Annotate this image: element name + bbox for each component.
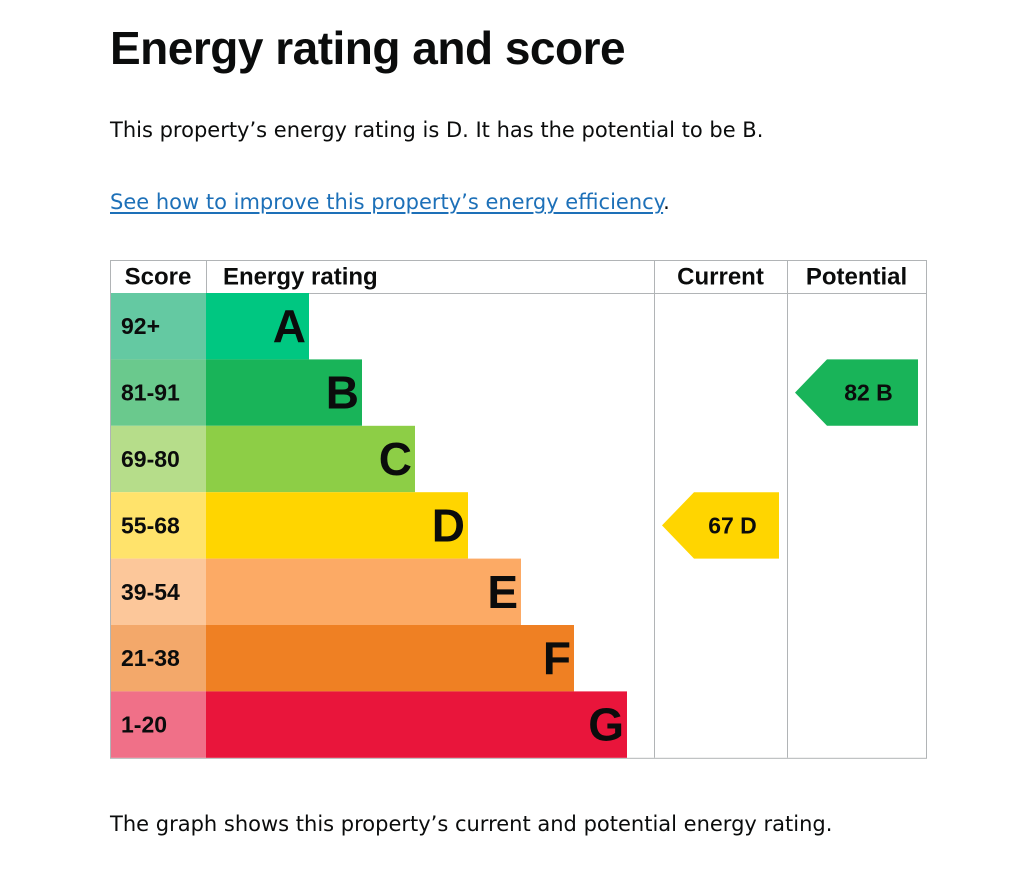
rating-bar-b — [206, 359, 362, 426]
rating-letter-g: G — [588, 699, 624, 751]
improve-link-line: See how to improve this property’s energ… — [110, 188, 670, 216]
potential-rating-label: 82 B — [844, 380, 893, 406]
score-range-c: 69-80 — [121, 446, 180, 472]
score-cell-c — [111, 425, 206, 493]
page-title: Energy rating and score — [110, 22, 626, 74]
energy-rating-header: Energy rating — [223, 264, 378, 291]
graph-description: The graph shows this property’s current … — [110, 812, 833, 836]
score-range-e: 39-54 — [121, 579, 180, 605]
rating-letter-a: A — [273, 300, 306, 352]
current-rating-arrow — [662, 492, 779, 559]
rating-bar-f — [206, 625, 574, 692]
rating-bar-e — [206, 558, 521, 625]
rating-summary: This property’s energy rating is D. It h… — [110, 118, 764, 142]
rating-letter-e: E — [487, 566, 518, 618]
rating-letter-c: C — [379, 433, 412, 485]
score-cell-g — [111, 691, 206, 758]
rating-letter-f: F — [543, 632, 571, 684]
potential-rating-arrow — [795, 359, 918, 426]
score-range-a: 92+ — [121, 313, 160, 339]
current-rating-label: 67 D — [708, 512, 757, 538]
score-range-b: 81-91 — [121, 380, 180, 406]
score-range-f: 21-38 — [121, 645, 180, 671]
rating-bar-a — [206, 293, 309, 360]
score-cell-f — [111, 625, 206, 692]
score-range-d: 55-68 — [121, 512, 180, 538]
current-header: Current — [677, 264, 764, 291]
rating-letter-d: D — [432, 499, 465, 551]
score-cell-b — [111, 359, 206, 426]
score-cell-a — [111, 293, 206, 360]
energy-rating-chart: Score Energy rating Current Potential 92+ A 81… — [110, 260, 927, 759]
score-header: Score — [125, 264, 192, 291]
rating-bar-c — [206, 425, 415, 493]
rating-letter-b: B — [326, 367, 359, 419]
potential-header: Potential — [806, 264, 907, 291]
rating-bar-d — [206, 492, 468, 559]
improve-efficiency-link[interactable]: See how to improve this property’s energ… — [110, 190, 664, 214]
score-range-g: 1-20 — [121, 712, 167, 738]
link-suffix: . — [663, 190, 670, 214]
score-cell-e — [111, 558, 206, 625]
score-cell-d — [111, 492, 206, 559]
rating-bar-g — [206, 691, 627, 758]
